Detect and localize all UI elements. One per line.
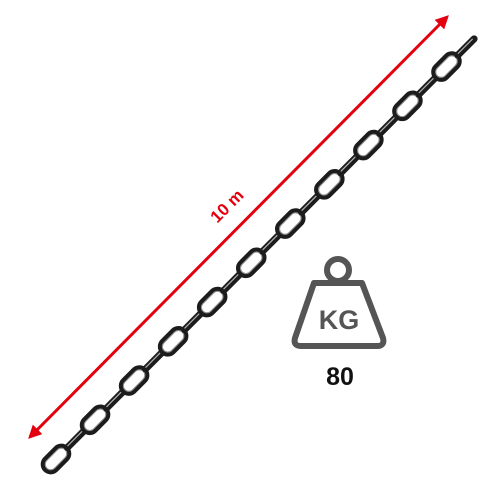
chain-link (63, 427, 88, 452)
weight-unit-label: KG (319, 305, 360, 335)
double-arrow-icon (28, 15, 449, 439)
chain-link (142, 349, 166, 373)
length-label: 10 m (207, 186, 248, 227)
chain-link (454, 35, 478, 59)
chain-link (220, 270, 244, 295)
chain-link (415, 74, 439, 98)
chain-link (298, 192, 322, 216)
weight-kg-icon: KG (291, 256, 387, 349)
chain-link (259, 231, 283, 255)
chain-link (102, 388, 127, 412)
weight-ring (324, 256, 352, 284)
weight-body (291, 280, 387, 349)
chain-link (376, 113, 400, 138)
chain-icon (40, 35, 478, 475)
chain-link (181, 310, 205, 334)
chain-link (337, 153, 361, 177)
weight-value: 80 (326, 363, 354, 391)
